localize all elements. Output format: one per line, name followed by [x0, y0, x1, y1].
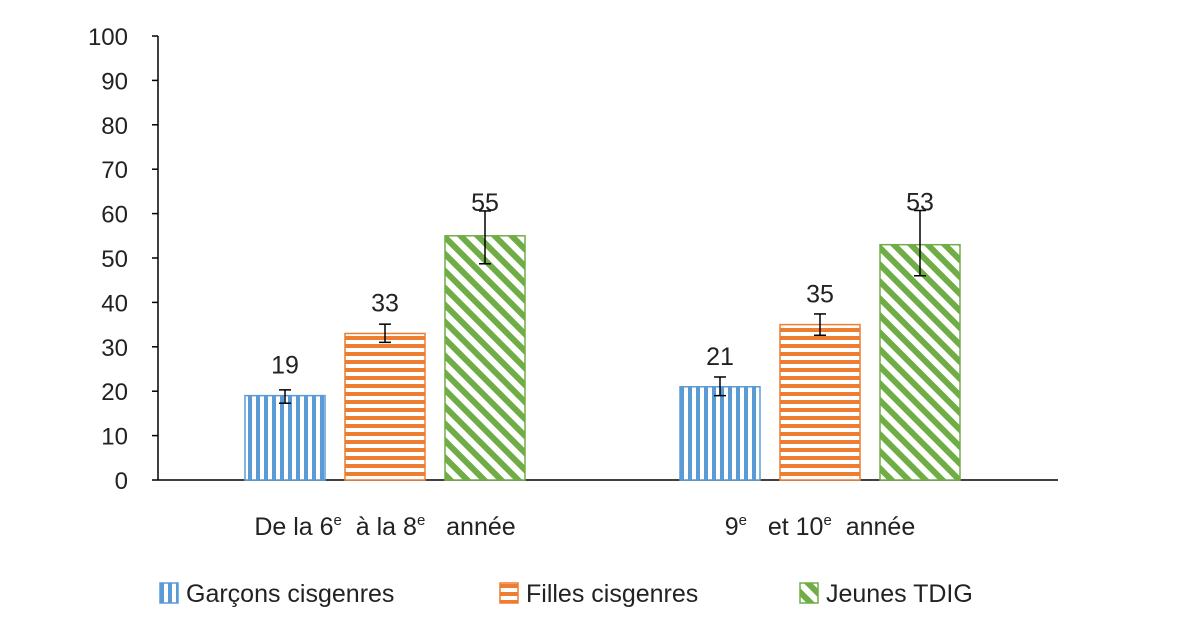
bar-3-1	[444, 235, 526, 481]
bar-2-2	[779, 323, 861, 481]
legend-swatch	[799, 582, 819, 604]
legend-swatch	[499, 582, 519, 604]
bar-2-1	[344, 332, 426, 481]
data-label: 53	[906, 188, 934, 216]
y-tick-label: 10	[101, 424, 128, 451]
y-tick-label: 50	[101, 246, 128, 273]
data-label: 19	[271, 352, 299, 380]
data-label: 33	[371, 289, 399, 317]
bars	[244, 235, 961, 481]
y-tick-label: 80	[101, 113, 128, 140]
y-tick-label: 90	[101, 68, 128, 95]
legend-label: Jeunes TDIG	[826, 580, 973, 608]
data-label: 35	[806, 281, 834, 309]
y-tick-label: 100	[88, 24, 128, 51]
y-tick-label: 60	[101, 202, 128, 229]
legend-label: Filles cisgenres	[526, 580, 698, 608]
y-tick-label: 0	[115, 468, 128, 495]
data-label: 55	[471, 189, 499, 217]
y-tick-label: 40	[101, 290, 128, 317]
category-label: De la 6e à la 8e année	[254, 512, 515, 541]
data-label: 21	[706, 343, 734, 371]
error-bars	[279, 209, 926, 404]
category-labels: De la 6e à la 8e année 9e et 10e année	[254, 512, 915, 541]
category-label: 9e et 10e année	[725, 512, 915, 541]
legend-label: Garçons cisgenres	[186, 580, 394, 608]
bar-1-2	[679, 386, 761, 481]
y-tick-label: 20	[101, 379, 128, 406]
bar-3-2	[879, 243, 961, 481]
legend: Garçons cisgenres Filles cisgenres Jeunes …	[159, 580, 973, 608]
bar-1-1	[244, 394, 326, 481]
y-tick-label: 30	[101, 335, 128, 362]
y-tick-label: 70	[101, 157, 128, 184]
legend-swatch	[159, 582, 179, 604]
data-labels: 19 21 33 35 55 53	[271, 188, 934, 379]
